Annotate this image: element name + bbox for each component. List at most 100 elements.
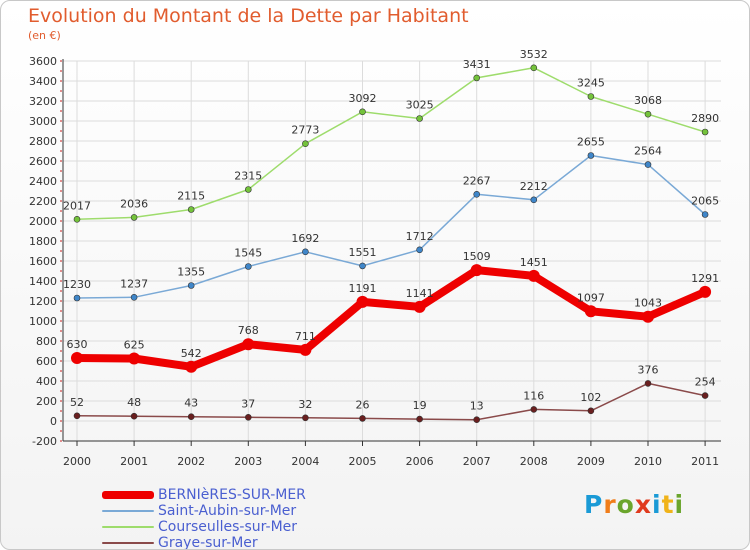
legend-swatch — [102, 510, 154, 512]
data-point — [473, 74, 481, 82]
data-point — [242, 338, 255, 351]
y-minor-tick — [60, 250, 62, 252]
x-tick-label: 2010 — [634, 455, 662, 468]
legend-label: Courseulles-sur-Mer — [158, 519, 298, 535]
y-minor-tick — [60, 340, 62, 342]
data-label: 1237 — [120, 277, 148, 290]
data-label: 52 — [70, 396, 84, 409]
legend-item: Saint-Aubin-sur-Mer — [102, 503, 306, 519]
x-tick-label: 2002 — [177, 455, 205, 468]
data-point — [644, 161, 652, 168]
y-minor-tick — [60, 70, 62, 72]
y-minor-tick — [60, 390, 62, 392]
legend-swatch — [102, 526, 154, 528]
y-minor-tick — [60, 300, 62, 302]
y-tick-label: 1000 — [29, 315, 57, 328]
data-point — [245, 413, 252, 421]
data-label: 2267 — [463, 174, 491, 187]
data-point — [302, 248, 309, 256]
data-point — [527, 269, 540, 282]
data-label: 1355 — [177, 266, 205, 279]
y-tick-label: 200 — [36, 395, 57, 408]
data-point — [299, 343, 312, 356]
data-point — [185, 360, 198, 373]
data-point — [187, 413, 195, 421]
data-point — [416, 246, 423, 254]
data-point — [73, 216, 81, 223]
data-point — [699, 285, 712, 298]
data-label: 43 — [184, 397, 198, 410]
y-minor-tick — [60, 360, 62, 362]
y-minor-tick — [60, 410, 62, 412]
legend-item: Graye-sur-Mer — [102, 535, 306, 550]
data-point — [187, 282, 195, 289]
y-minor-tick — [60, 350, 62, 352]
x-tick-label: 2005 — [349, 455, 377, 468]
data-point — [245, 186, 252, 193]
data-label: 102 — [580, 391, 601, 404]
data-label: 1191 — [349, 282, 377, 295]
data-label: 542 — [181, 347, 202, 360]
data-label: 48 — [127, 396, 141, 409]
legend-swatch — [102, 542, 154, 544]
data-label: 2655 — [577, 136, 605, 149]
y-minor-tick — [60, 180, 62, 182]
data-point — [587, 152, 595, 159]
y-tick-label: 2400 — [29, 175, 57, 188]
data-point — [356, 295, 369, 308]
data-label: 1230 — [63, 278, 91, 291]
data-label: 2564 — [634, 145, 662, 158]
data-label: 1043 — [634, 297, 662, 310]
data-point — [642, 310, 654, 323]
data-point — [473, 416, 481, 424]
data-point — [359, 415, 366, 422]
data-point — [413, 300, 426, 313]
legend-item: Courseulles-sur-Mer — [102, 519, 306, 535]
data-label: 2065 — [691, 195, 719, 208]
data-label: 1509 — [463, 250, 491, 263]
data-label: 1141 — [406, 287, 434, 300]
data-point — [530, 64, 538, 72]
y-minor-tick — [60, 210, 62, 212]
logo-letter: i — [674, 490, 685, 519]
data-point — [473, 191, 481, 198]
y-minor-tick — [60, 60, 62, 62]
unit-label: (en €) — [28, 29, 61, 42]
data-label: 116 — [523, 389, 544, 402]
y-minor-tick — [60, 90, 62, 92]
y-tick-label: 3000 — [29, 115, 57, 128]
y-tick-label: 1600 — [29, 255, 57, 268]
data-label: 3245 — [577, 77, 605, 90]
y-tick-label: 400 — [36, 375, 57, 388]
data-label: 3092 — [349, 92, 377, 105]
data-point — [584, 305, 597, 318]
legend-label: BERNIèRES-SUR-MER — [158, 487, 306, 503]
y-minor-tick — [60, 330, 62, 332]
data-label: 1545 — [234, 247, 262, 260]
data-label: 2315 — [234, 170, 262, 183]
data-point — [302, 414, 309, 422]
y-minor-tick — [60, 170, 62, 172]
y-minor-tick — [60, 130, 62, 132]
data-label: 1097 — [577, 291, 605, 304]
y-minor-tick — [60, 160, 62, 162]
legend: BERNIèRES-SUR-MER Saint-Aubin-sur-Mer Co… — [102, 487, 306, 550]
data-label: 3431 — [463, 58, 491, 71]
y-tick-label: 2600 — [29, 155, 57, 168]
data-label: 630 — [67, 338, 88, 351]
y-tick-label: 2000 — [29, 215, 57, 228]
data-point — [245, 263, 252, 270]
data-label: 1451 — [520, 256, 548, 269]
y-tick-label: 1200 — [29, 295, 57, 308]
data-label: 1291 — [691, 272, 719, 285]
chart-title: Evolution du Montant de la Dette par Hab… — [28, 5, 469, 27]
y-tick-label: 3200 — [29, 95, 57, 108]
legend-label: Graye-sur-Mer — [158, 535, 258, 550]
data-label: 32 — [298, 398, 312, 411]
data-point — [644, 380, 652, 387]
y-tick-label: 1800 — [29, 235, 57, 248]
y-tick-label: 1400 — [29, 275, 57, 288]
y-minor-tick — [60, 80, 62, 82]
data-label: 19 — [413, 399, 427, 412]
x-tick-label: 2011 — [691, 455, 719, 468]
